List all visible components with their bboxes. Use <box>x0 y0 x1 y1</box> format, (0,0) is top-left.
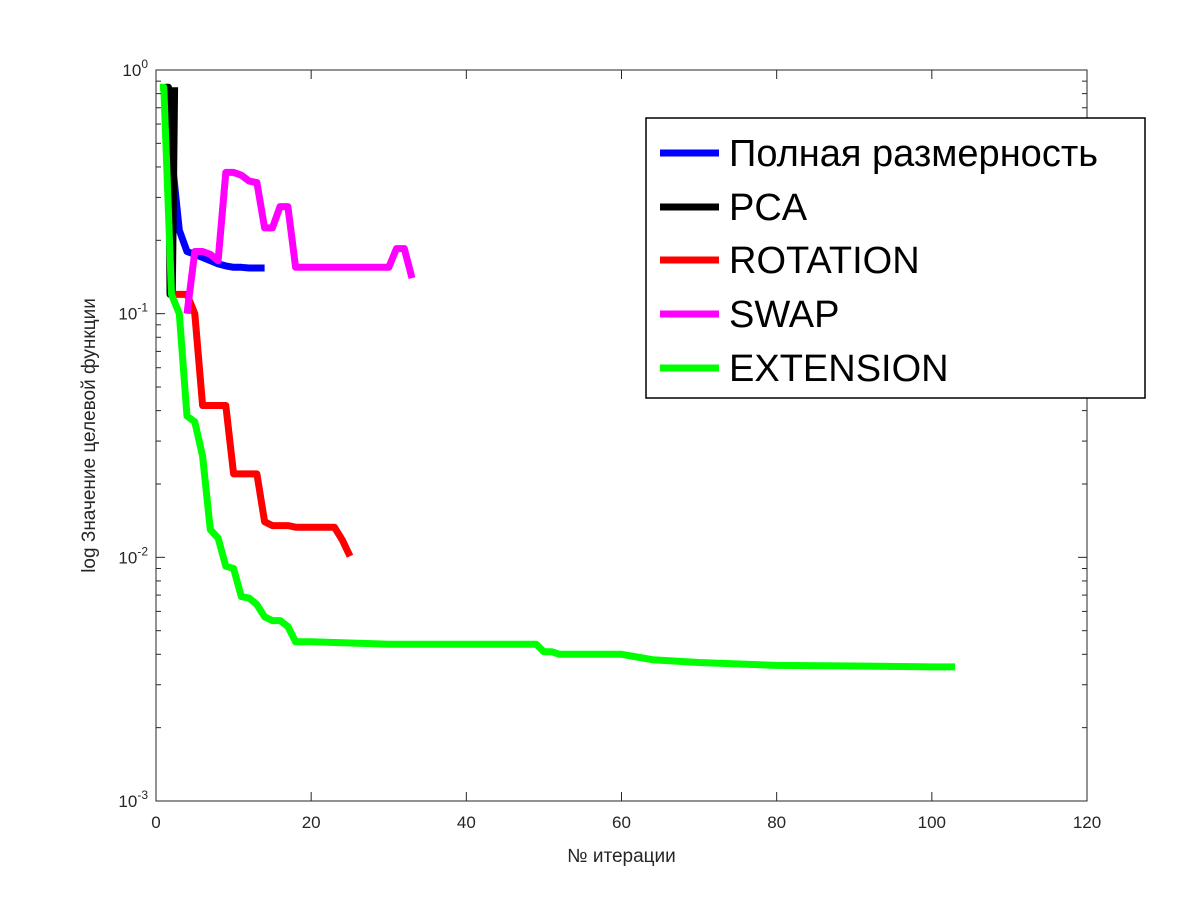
legend-label-3: SWAP <box>729 294 840 336</box>
series-line-2 <box>171 290 354 558</box>
x-axis-label: № итерации <box>567 846 676 867</box>
legend-box <box>645 117 1146 399</box>
x-tick-label: 40 <box>457 813 476 832</box>
legend-label-2: ROTATION <box>729 240 920 282</box>
y-tick-label: 10-3 <box>118 788 148 811</box>
tick-layer: 0 20 40 60 80 100 120 10-3 10-2 10-1 100 <box>118 57 1101 832</box>
x-tick-label: 120 <box>1073 813 1101 832</box>
x-tick-label: 100 <box>918 813 946 832</box>
x-tick-label: 0 <box>151 813 160 832</box>
legend-label-0: Полная размерность <box>729 133 1098 175</box>
x-tick-label: 80 <box>767 813 786 832</box>
y-axis-label: log Значение целевой функции <box>79 298 100 573</box>
x-tick-label: 60 <box>612 813 631 832</box>
legend-label-1: PCA <box>729 187 808 229</box>
legend: Полная размерность PCA ROTATION SWAP EXTENSI… <box>645 117 1146 399</box>
series-line-4 <box>159 83 956 671</box>
y-tick-label: 100 <box>122 57 148 80</box>
series-line-0 <box>160 86 265 272</box>
y-tick-label: 10-1 <box>118 301 148 324</box>
y-tick-label: 10-2 <box>118 544 148 567</box>
series-line-3 <box>183 168 416 315</box>
x-tick-label: 20 <box>302 813 321 832</box>
series-layer <box>159 83 956 671</box>
legend-label-4: EXTENSION <box>729 348 949 390</box>
